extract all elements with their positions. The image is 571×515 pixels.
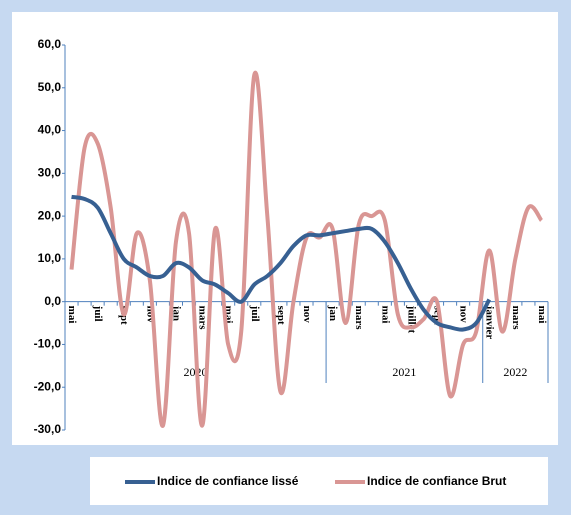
x-tick-label: janvier xyxy=(484,305,496,340)
x-tick-label: mai xyxy=(66,306,78,324)
x-tick-label: jan xyxy=(327,305,339,321)
legend-box xyxy=(90,457,548,505)
y-tick-label: -10,0 xyxy=(34,337,62,351)
x-tick-label: mars xyxy=(353,306,365,331)
series-line xyxy=(69,70,544,428)
y-tick-label: 40,0 xyxy=(38,123,62,137)
x-tick-label: juil xyxy=(249,305,261,322)
y-tick-label: 30,0 xyxy=(38,166,62,180)
x-tick-label: juil xyxy=(92,305,104,322)
y-tick-label: -30,0 xyxy=(34,422,62,436)
x-tick-label: nov xyxy=(301,306,313,324)
x-tick-label: mai xyxy=(379,306,391,324)
x-tick-label: mai xyxy=(536,306,548,324)
y-tick-label: 20,0 xyxy=(38,208,62,222)
x-tick-label: nov xyxy=(458,306,470,324)
y-tick-label: 0,0 xyxy=(44,294,61,308)
y-tick-label: 60,0 xyxy=(38,37,62,51)
x-tick-label: mars xyxy=(510,306,522,331)
y-tick-label: 10,0 xyxy=(38,251,62,265)
y-tick-label: -20,0 xyxy=(34,379,62,393)
y-tick-label: 50,0 xyxy=(38,80,62,94)
group-label: 2021 xyxy=(392,365,416,379)
x-tick-label: jan xyxy=(170,305,182,321)
series-line xyxy=(71,194,492,332)
group-label: 2022 xyxy=(503,365,527,379)
legend-label: Indice de confiance lissé xyxy=(157,474,299,488)
x-tick-label: mars xyxy=(197,306,209,331)
x-tick-label: sept xyxy=(275,306,287,325)
legend-label: Indice de confiance Brut xyxy=(367,474,506,488)
